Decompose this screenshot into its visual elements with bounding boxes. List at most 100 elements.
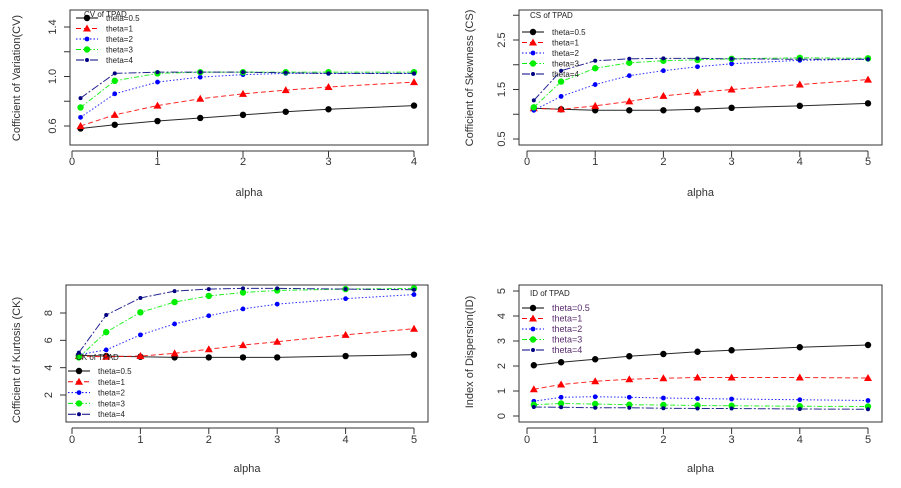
data-point bbox=[695, 64, 700, 70]
legend-title: CV of TPAD bbox=[84, 10, 127, 19]
series-line-theta-4 bbox=[533, 57, 868, 101]
legend-marker bbox=[83, 24, 91, 32]
y-tick-label: 4 bbox=[43, 365, 55, 371]
data-point bbox=[865, 398, 871, 403]
data-point bbox=[104, 313, 109, 318]
data-point bbox=[693, 88, 702, 96]
data-point bbox=[627, 405, 632, 410]
data-point bbox=[660, 350, 667, 358]
data-point bbox=[155, 79, 160, 85]
data-point bbox=[239, 341, 247, 349]
legend-marker bbox=[85, 58, 89, 62]
data-point bbox=[626, 353, 633, 360]
y-tick-label: 1.0 bbox=[47, 69, 59, 84]
data-point bbox=[205, 292, 212, 300]
legend-marker bbox=[531, 72, 535, 76]
data-point bbox=[324, 83, 333, 91]
data-point bbox=[77, 104, 84, 111]
data-point bbox=[274, 301, 280, 307]
data-point bbox=[626, 73, 632, 79]
legend-label: theta=4 bbox=[552, 70, 579, 79]
data-point bbox=[796, 102, 803, 110]
legend-label: theta=0.5 bbox=[552, 28, 586, 37]
x-tick-label: 5 bbox=[865, 434, 871, 446]
data-point bbox=[694, 348, 701, 355]
data-point bbox=[559, 68, 564, 73]
data-point bbox=[531, 405, 536, 409]
x-tick-label: 5 bbox=[411, 434, 417, 446]
legend-label: theta=4 bbox=[552, 345, 582, 355]
legend-title: ID of TPAD bbox=[530, 289, 570, 298]
legend-marker bbox=[83, 14, 91, 22]
x-tick-label: 2 bbox=[660, 434, 666, 446]
legend-marker bbox=[76, 390, 82, 395]
series-line-theta-1 bbox=[80, 81, 415, 127]
y-axis-label: Cofficient of Kurtosis (CK) bbox=[11, 297, 23, 423]
data-point bbox=[412, 71, 416, 76]
legend-label: theta=2 bbox=[552, 324, 582, 334]
y-tick-label: 8 bbox=[43, 310, 55, 316]
series-line-theta-2 bbox=[533, 58, 869, 111]
x-tick-label: 1 bbox=[154, 156, 160, 168]
data-point bbox=[592, 400, 599, 408]
data-point bbox=[661, 68, 666, 74]
legend-marker bbox=[529, 314, 537, 322]
x-axis-label: alpha bbox=[687, 187, 715, 199]
x-tick-label: 0 bbox=[69, 434, 75, 446]
data-point bbox=[729, 406, 734, 411]
data-point bbox=[591, 377, 600, 385]
y-tick-label: 1.5 bbox=[496, 82, 508, 97]
y-tick-label: 6 bbox=[43, 337, 55, 343]
data-point bbox=[558, 394, 564, 400]
data-point bbox=[206, 313, 212, 319]
data-point bbox=[325, 106, 332, 113]
x-tick-label: 4 bbox=[797, 156, 803, 168]
legend-label: theta=1 bbox=[552, 314, 582, 324]
legend-label: theta=4 bbox=[98, 410, 125, 419]
data-point bbox=[557, 380, 566, 388]
data-point bbox=[410, 102, 418, 109]
x-tick-label: 2 bbox=[206, 434, 212, 446]
data-point bbox=[592, 65, 599, 72]
x-tick-label: 0 bbox=[524, 434, 530, 446]
data-point bbox=[728, 104, 735, 112]
x-tick-label: 4 bbox=[343, 434, 349, 446]
data-point bbox=[795, 373, 804, 381]
y-axis-label: Index of Dispersion(ID) bbox=[464, 296, 476, 409]
legend-marker bbox=[531, 348, 535, 352]
data-point bbox=[172, 321, 178, 327]
legend-label: theta=4 bbox=[106, 56, 133, 65]
data-point bbox=[625, 375, 634, 383]
legend-marker bbox=[77, 412, 81, 417]
data-point bbox=[626, 107, 633, 114]
data-point bbox=[111, 121, 118, 128]
data-point bbox=[531, 98, 536, 103]
series-line-theta-3 bbox=[78, 287, 415, 358]
data-point bbox=[198, 70, 203, 75]
data-point bbox=[694, 402, 701, 409]
data-point bbox=[626, 59, 633, 66]
y-axis-label: Cofficient of Variation(CV) bbox=[11, 15, 23, 141]
data-point bbox=[241, 70, 245, 75]
data-point bbox=[659, 91, 668, 99]
data-point bbox=[239, 89, 247, 97]
legend-marker bbox=[529, 60, 537, 67]
legend-label: theta=3 bbox=[106, 46, 133, 55]
data-point bbox=[76, 122, 85, 129]
x-tick-label: 1 bbox=[137, 434, 143, 446]
series-line-theta-2 bbox=[533, 396, 869, 402]
legend-label: theta=0.5 bbox=[552, 303, 590, 313]
y-tick-label: 2 bbox=[43, 392, 55, 398]
legend-label: theta=2 bbox=[106, 35, 133, 44]
legend-marker bbox=[529, 304, 537, 312]
data-point bbox=[660, 107, 667, 114]
data-point bbox=[729, 396, 734, 402]
legend-title: CK of TPAD bbox=[76, 353, 119, 362]
data-point bbox=[343, 287, 348, 292]
data-point bbox=[410, 351, 418, 358]
data-point bbox=[172, 289, 177, 294]
data-point bbox=[661, 56, 666, 61]
data-point bbox=[342, 352, 349, 360]
data-point bbox=[557, 78, 565, 85]
x-tick-label: 0 bbox=[69, 156, 75, 168]
